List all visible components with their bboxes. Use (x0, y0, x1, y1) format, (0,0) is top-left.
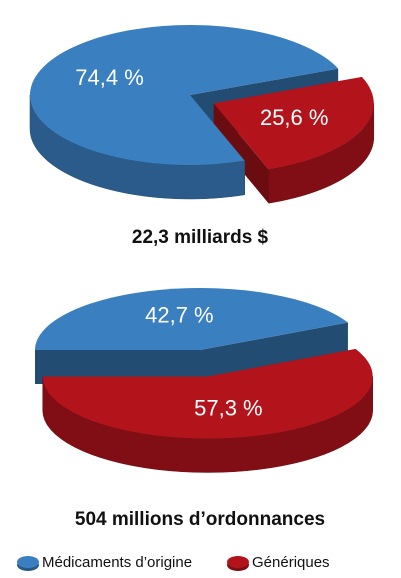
legend-swatch (227, 556, 249, 568)
legend-label: Médicaments d’origine (42, 554, 192, 571)
data-label: 57,3 % (194, 396, 263, 421)
chart-title: 504 millions d’ordonnances (75, 509, 325, 530)
chart-title: 22,3 milliards $ (132, 227, 269, 248)
slice-wall (200, 322, 348, 384)
slice-wall (213, 103, 269, 204)
slice (42, 349, 373, 439)
data-label: 42,7 % (145, 303, 214, 328)
slice-wall (35, 350, 200, 384)
data-label: 25,6 % (260, 105, 329, 130)
legend-swatch (17, 556, 39, 568)
data-label: 74,4 % (75, 65, 144, 90)
slice (213, 77, 374, 170)
legend-label: Génériques (252, 554, 330, 571)
slice (35, 287, 348, 350)
slice (29, 25, 339, 166)
